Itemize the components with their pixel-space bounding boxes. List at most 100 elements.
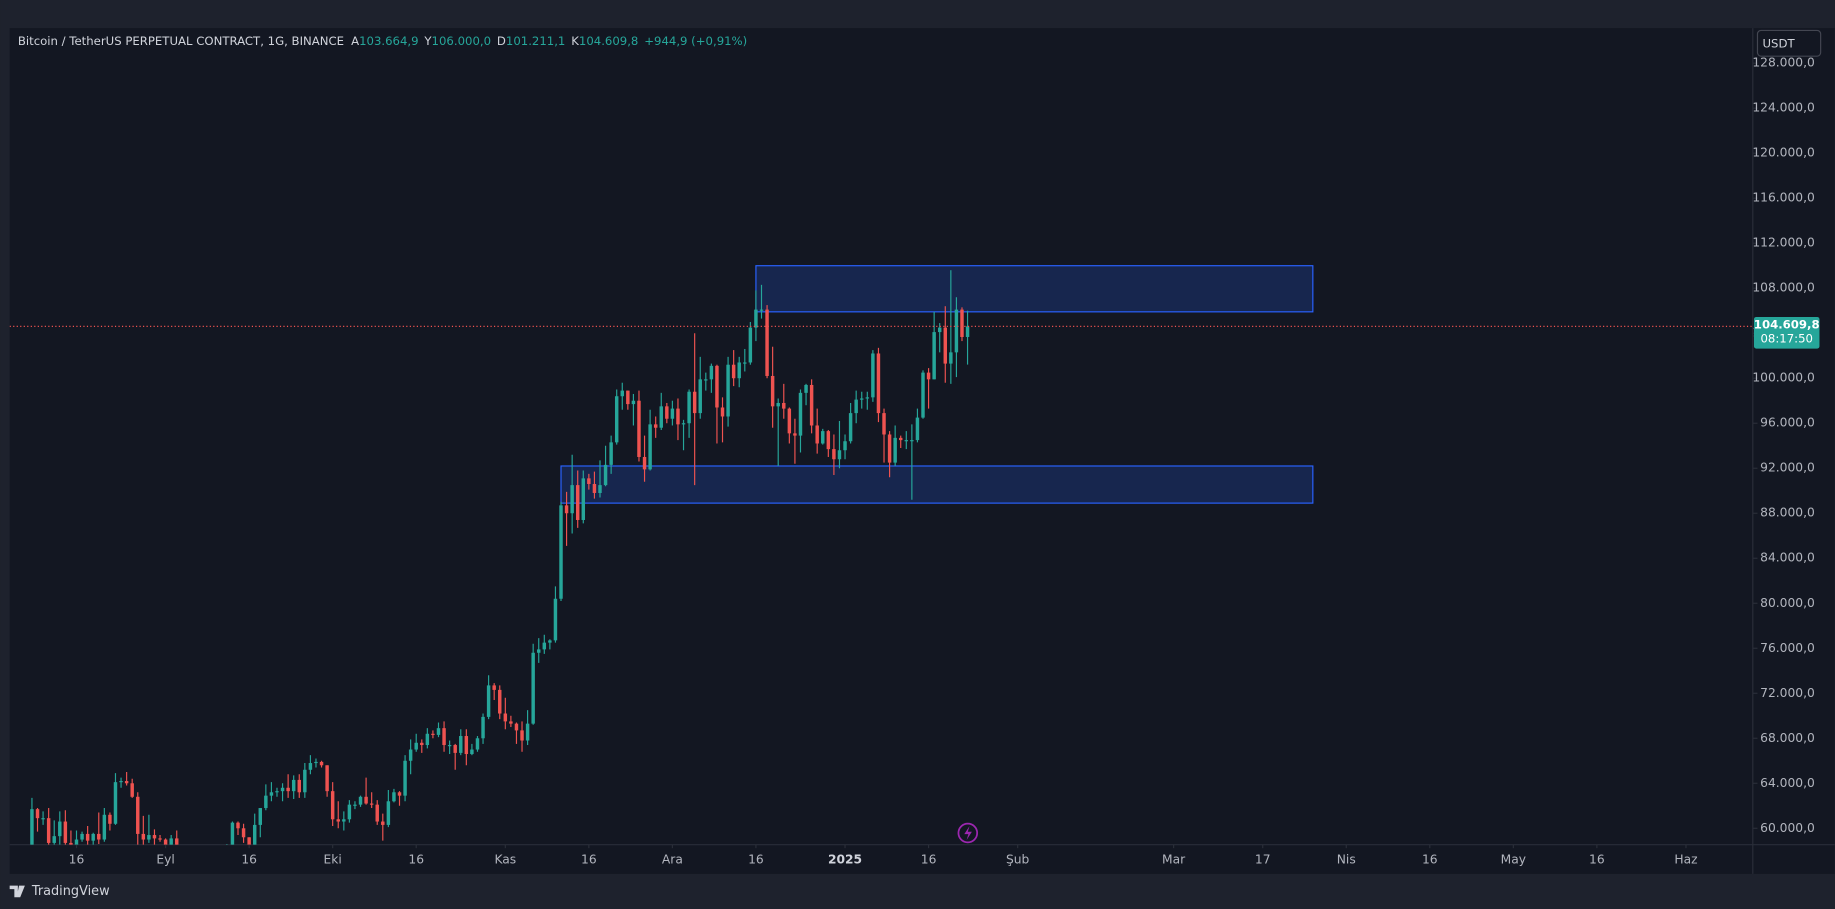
candle-body: [960, 309, 964, 337]
candle-body: [665, 406, 669, 419]
currency-button[interactable]: [1756, 29, 1822, 57]
candle-body: [804, 384, 808, 393]
candle-body: [876, 353, 881, 414]
candle-body: [793, 433, 797, 436]
candle-body: [163, 839, 168, 845]
x-tick-label: 17: [1255, 852, 1271, 866]
candle-body: [41, 818, 45, 820]
candle-body: [637, 400, 641, 457]
candle-body: [598, 485, 602, 493]
candle-body: [614, 396, 619, 443]
price-axis: [1752, 28, 1835, 845]
candle-body: [113, 782, 118, 824]
candle-body: [369, 803, 374, 805]
candle-body: [63, 821, 68, 843]
candle-body: [258, 808, 263, 825]
candle-body: [826, 431, 831, 450]
candle-body: [459, 736, 463, 753]
candle-body: [347, 804, 352, 820]
candle-body: [754, 309, 758, 328]
candle-body: [943, 327, 948, 364]
candle-body: [525, 723, 530, 741]
candle-body: [782, 402, 786, 409]
events-icon[interactable]: [957, 822, 979, 844]
ohlc-key: Y: [423, 33, 432, 47]
price-tag-label: 104.609,8: [1754, 318, 1820, 332]
candle-body: [537, 649, 541, 653]
candle-body: [871, 353, 875, 398]
events-icon: [964, 825, 972, 840]
candle-body: [854, 399, 858, 414]
candle-body: [737, 362, 741, 379]
candle-body: [815, 425, 819, 444]
candle-body: [687, 391, 691, 424]
candle-body: [74, 839, 79, 845]
candle-body: [626, 390, 630, 405]
candle-body: [520, 730, 524, 741]
candle-body: [30, 809, 34, 845]
x-tick-label: 16: [1589, 852, 1605, 866]
candle-body: [108, 814, 112, 824]
candle-body: [252, 824, 257, 845]
candle-body: [949, 352, 953, 364]
ohlc-value: 103.664,9: [359, 33, 418, 47]
x-tick-label: 16: [921, 852, 937, 866]
candle-body: [397, 792, 402, 796]
candle-body: [570, 485, 574, 514]
symbol: Bitcoin / TetherUS PERPETUAL CONTRACT, 1…: [18, 33, 344, 47]
ohlc-value: 101.211,1: [506, 33, 565, 47]
candle-body: [542, 642, 547, 650]
candle-body: [503, 713, 508, 722]
candle-body: [97, 833, 101, 840]
candle-body: [910, 440, 914, 442]
candle-body: [743, 362, 747, 364]
candle-body: [620, 390, 624, 397]
candle-body: [559, 505, 563, 599]
candle-body: [765, 309, 769, 376]
y-tick-label: 112.000,0: [1752, 236, 1814, 250]
x-tick-label: Eyl: [156, 852, 174, 866]
candle-body: [158, 838, 162, 840]
candle-body: [893, 437, 897, 463]
candle-body: [748, 327, 753, 363]
candle-body: [531, 652, 535, 724]
candle-body: [648, 424, 652, 470]
price-tag: [1753, 316, 1820, 349]
candle-body: [776, 402, 780, 407]
candle-body: [603, 464, 608, 486]
candle-body: [704, 379, 708, 381]
x-tick-label: Nis: [1337, 852, 1356, 866]
candle-body: [731, 364, 736, 379]
currency: USDT: [1762, 36, 1795, 50]
candle-body: [670, 408, 675, 419]
candle-body: [937, 327, 942, 333]
candle-body: [169, 838, 173, 845]
candle-body: [587, 478, 591, 484]
candle-body: [581, 478, 586, 520]
time-axis: [9, 844, 1835, 874]
candle-body: [609, 442, 613, 465]
candle-body: [124, 781, 129, 784]
y-tick-label: 116.000,0: [1752, 191, 1814, 205]
y-tick-label: 84.000,0: [1760, 551, 1815, 565]
candle-body: [102, 814, 107, 840]
x-tick-label: 16: [69, 852, 85, 866]
candle-body: [821, 431, 825, 444]
candle-body: [425, 733, 430, 746]
candle-body: [492, 685, 496, 690]
y-tick-label: 64.000,0: [1760, 776, 1815, 790]
candle-body: [453, 745, 457, 753]
x-tick-label: Kas: [494, 852, 516, 866]
candle-body: [381, 821, 385, 825]
countdown: 08:17:50: [1760, 332, 1812, 346]
x-tick-label: Haz: [1674, 852, 1697, 866]
candle-body: [726, 364, 730, 417]
candle-body: [280, 787, 285, 792]
x-tick-label: Şub: [1006, 852, 1030, 866]
candle-body: [420, 742, 424, 746]
candle-body: [692, 391, 697, 414]
x-tick-label: May: [1501, 852, 1526, 866]
candle-body: [720, 407, 725, 417]
candle-body: [759, 309, 764, 311]
candle-body: [509, 721, 513, 724]
